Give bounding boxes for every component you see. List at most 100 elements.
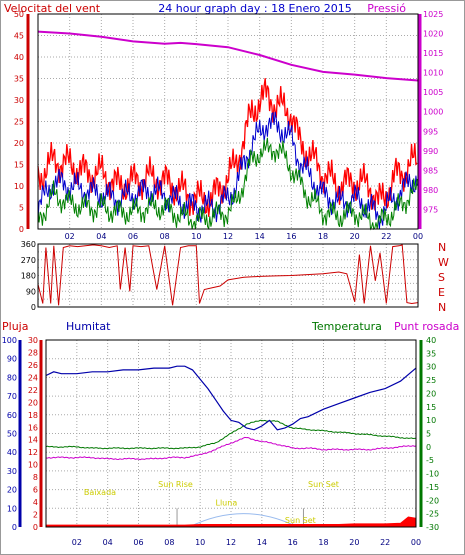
tick-label: 975 xyxy=(423,205,438,214)
tick-label: 06 xyxy=(133,538,143,547)
tick-label: 14 xyxy=(257,538,267,547)
tick-label: 25 xyxy=(14,118,24,127)
tick-label: 10 xyxy=(7,504,17,513)
tick-label: 1010 xyxy=(423,69,443,78)
tick-label: 20 xyxy=(349,538,359,547)
tick-label: 50 xyxy=(7,430,17,439)
compass-letter: N xyxy=(438,301,446,314)
tick-label: 00 xyxy=(413,232,423,241)
tick-label: 18 xyxy=(28,411,38,420)
tick-label: 12 xyxy=(226,538,236,547)
tick-label: 14 xyxy=(255,232,265,241)
tick-label: 0 xyxy=(12,523,17,532)
tick-label: 40 xyxy=(426,336,436,345)
panel-humidity-temperature: 0102030405060708090100024681012141618202… xyxy=(2,336,439,547)
tick-label: -5 xyxy=(426,456,434,465)
tick-label: 360 xyxy=(21,240,36,249)
tick-label: 0 xyxy=(33,523,38,532)
wind-series-line xyxy=(37,111,418,230)
tick-label: 30 xyxy=(7,467,17,476)
tick-label: 1020 xyxy=(423,30,443,39)
tick-label: 45 xyxy=(14,32,24,41)
tick-label: 22 xyxy=(28,386,38,395)
tick-label: 1000 xyxy=(423,108,443,117)
tick-label: 5 xyxy=(426,430,431,439)
tick-label: 15 xyxy=(14,161,24,170)
tick-label: 50 xyxy=(14,10,24,19)
tick-label: 1005 xyxy=(423,88,443,97)
tick-label: 70 xyxy=(7,392,17,401)
dew-point-line xyxy=(45,436,417,461)
tick-label: 40 xyxy=(7,448,17,457)
wind-direction-line xyxy=(37,244,419,306)
tick-label: 6 xyxy=(33,486,38,495)
tick-label: 16 xyxy=(286,232,296,241)
tick-label: 2 xyxy=(33,511,38,520)
tick-label: 995 xyxy=(423,127,438,136)
tick-label: 980 xyxy=(423,186,438,195)
tick-label: 180 xyxy=(21,272,36,281)
tick-label: -15 xyxy=(426,483,439,492)
tick-label: 90 xyxy=(7,355,17,364)
plot-frame xyxy=(37,243,419,308)
tick-label: 25 xyxy=(426,376,436,385)
temperature-label: Temperatura xyxy=(311,320,382,333)
wind-series-line xyxy=(37,78,418,217)
tick-label: 02 xyxy=(65,232,75,241)
tick-label: -25 xyxy=(426,510,439,519)
rain-area xyxy=(45,516,417,528)
tick-label: -10 xyxy=(426,470,439,479)
tick-label: 14 xyxy=(28,436,38,445)
tick-label: 0 xyxy=(19,225,24,234)
tick-label: 5 xyxy=(19,204,24,213)
tick-label: 26 xyxy=(28,361,38,370)
tick-label: 10 xyxy=(195,538,205,547)
tick-label: 985 xyxy=(423,166,438,175)
tick-label: -20 xyxy=(426,496,439,505)
tick-label: 10 xyxy=(28,461,38,470)
dew-point-label: Punt rosada xyxy=(394,320,459,333)
tick-label: 12 xyxy=(223,232,233,241)
tick-label: 30 xyxy=(426,363,436,372)
moon-arc xyxy=(189,513,298,528)
wind-speed-label: Velocitat del vent xyxy=(4,2,101,15)
tick-label: -30 xyxy=(426,523,439,532)
tick-label: 10 xyxy=(191,232,201,241)
annotation-label: Sun Set xyxy=(285,516,316,525)
tick-label: 8 xyxy=(33,473,38,482)
tick-label: 20 xyxy=(350,232,360,241)
tick-label: 270 xyxy=(21,256,36,265)
tick-label: 20 xyxy=(14,139,24,148)
tick-label: 10 xyxy=(426,416,436,425)
tick-label: 60 xyxy=(7,411,17,420)
plot-frame xyxy=(45,339,417,528)
tick-label: 1025 xyxy=(423,10,443,19)
tick-label: 40 xyxy=(14,53,24,62)
tick-label: 08 xyxy=(160,232,170,241)
humidity-label: Humitat xyxy=(66,320,111,333)
tick-label: 10 xyxy=(14,182,24,191)
compass-letter: S xyxy=(438,271,445,284)
rain-label: Pluja xyxy=(2,320,28,333)
plot-frame xyxy=(37,13,419,230)
wind-series-line xyxy=(37,137,418,231)
tick-label: 22 xyxy=(380,538,390,547)
tick-label: 24 xyxy=(28,373,38,382)
tick-label: 22 xyxy=(381,232,391,241)
annotation-label: Sun Rise xyxy=(158,480,193,489)
compass-letter: N xyxy=(438,241,446,254)
tick-label: 4 xyxy=(33,498,38,507)
tick-label: 02 xyxy=(72,538,82,547)
tick-label: 04 xyxy=(96,232,106,241)
tick-label: 35 xyxy=(14,75,24,84)
tick-label: 15 xyxy=(426,403,436,412)
tick-label: 16 xyxy=(28,423,38,432)
tick-label: 16 xyxy=(288,538,298,547)
compass-letter: E xyxy=(438,286,445,299)
annotation-label: Baixada xyxy=(84,488,116,497)
tick-label: 18 xyxy=(318,232,328,241)
tick-label: 90 xyxy=(26,287,36,296)
